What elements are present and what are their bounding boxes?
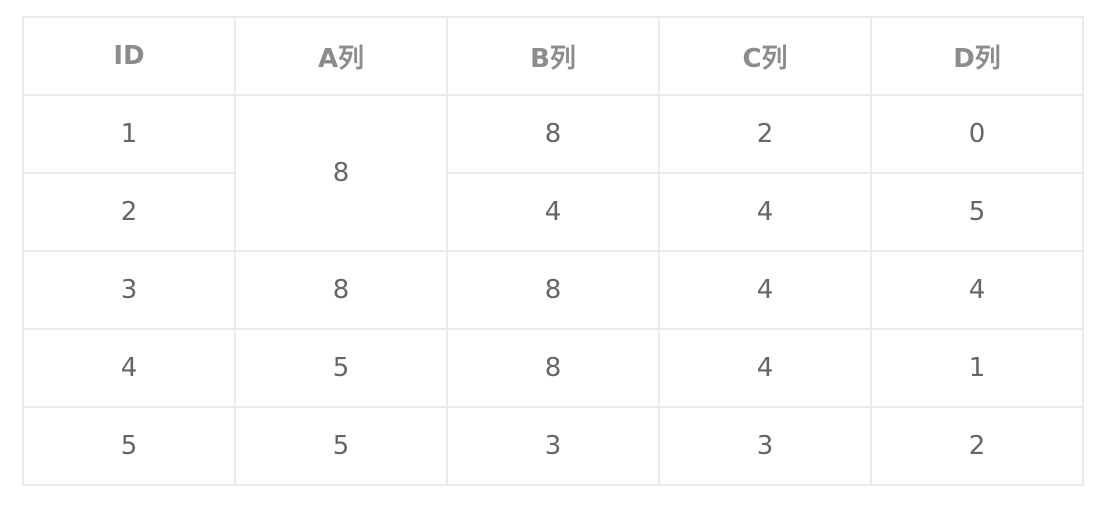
cell-id: 5 xyxy=(22,406,236,486)
table-container: ID A列 B列 C列 D列 1 8 8 2 0 2 4 4 5 3 xyxy=(22,16,1084,486)
cell-a: 8 xyxy=(234,250,448,330)
table-row: 2 4 4 5 xyxy=(22,172,1084,252)
cell-id: 3 xyxy=(22,250,236,330)
cell-b: 4 xyxy=(446,172,660,252)
cell-c: 4 xyxy=(658,172,872,252)
cell-id: 2 xyxy=(22,172,236,252)
cell-id: 4 xyxy=(22,328,236,408)
header-b: B列 xyxy=(446,16,660,96)
cell-b: 8 xyxy=(446,94,660,174)
cell-c: 2 xyxy=(658,94,872,174)
cell-id: 1 xyxy=(22,94,236,174)
table-row: 5 5 3 3 2 xyxy=(22,406,1084,486)
cell-a: 5 xyxy=(234,406,448,486)
cell-d: 2 xyxy=(870,406,1084,486)
cell-b: 3 xyxy=(446,406,660,486)
header-a: A列 xyxy=(234,16,448,96)
header-d: D列 xyxy=(870,16,1084,96)
cell-d: 4 xyxy=(870,250,1084,330)
cell-c: 3 xyxy=(658,406,872,486)
cell-b: 8 xyxy=(446,328,660,408)
table-row: 1 8 8 2 0 xyxy=(22,94,1084,252)
cell-a: 5 xyxy=(234,328,448,408)
table-row: 4 5 8 4 1 xyxy=(22,328,1084,408)
cell-a-merged: 8 xyxy=(234,94,448,252)
cell-b: 8 xyxy=(446,250,660,330)
cell-c: 4 xyxy=(658,250,872,330)
header-c: C列 xyxy=(658,16,872,96)
table-row: 3 8 8 4 4 xyxy=(22,250,1084,330)
header-row: ID A列 B列 C列 D列 xyxy=(22,16,1084,96)
header-id: ID xyxy=(22,16,236,96)
cell-d: 0 xyxy=(870,94,1084,174)
data-table: ID A列 B列 C列 D列 1 8 8 2 0 2 4 4 5 3 xyxy=(22,16,1084,486)
cell-d: 5 xyxy=(870,172,1084,252)
cell-c: 4 xyxy=(658,328,872,408)
cell-d: 1 xyxy=(870,328,1084,408)
